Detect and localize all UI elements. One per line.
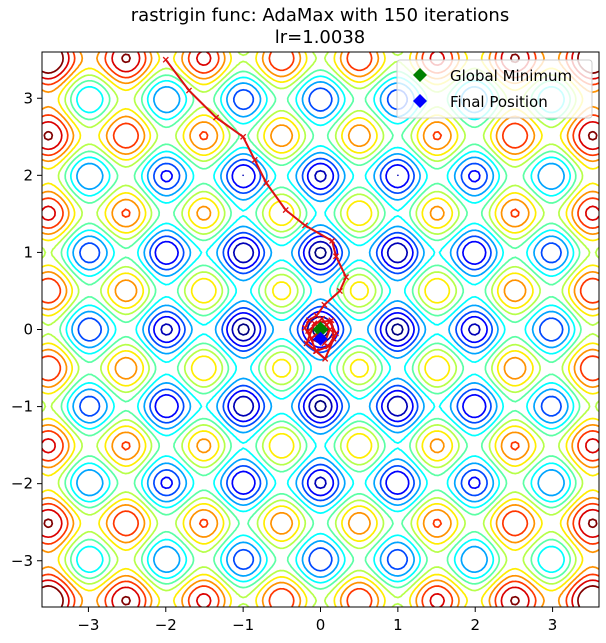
y-tick-label: −3: [11, 552, 33, 570]
optimizer-path-point: [282, 206, 289, 214]
optimizer-path-point: [318, 315, 326, 322]
x-tick-label: 2: [470, 616, 480, 634]
legend-global-minimum-label: Global Minimum: [450, 67, 572, 85]
x-tick-label: −2: [155, 616, 177, 634]
y-tick-label: 2: [23, 166, 33, 184]
optimizer-path-point: [263, 179, 270, 187]
optimizer-path-point: [311, 320, 318, 327]
legend: Global Minimum Final Position: [396, 59, 593, 119]
x-tick-label: 0: [316, 616, 326, 634]
legend-global-minimum-marker-icon: [413, 68, 427, 82]
optimizer-path-point: [332, 253, 340, 260]
final-position-marker: [313, 331, 328, 346]
optimizer-path-point: [313, 312, 320, 319]
chart-title-line1: rastrigin func: AdaMax with 150 iteratio…: [131, 5, 509, 26]
optimizer-path-point: [322, 355, 329, 362]
contour-level-6: [59, 69, 582, 590]
optimizer-path-point: [336, 287, 343, 295]
y-tick-label: −2: [11, 475, 33, 493]
optimizer-path-point: [308, 335, 315, 342]
optimizer-path-point: [185, 87, 193, 94]
contour-level-2: [153, 162, 488, 497]
optimizer-path-point: [321, 301, 328, 308]
contour-level-3: [77, 87, 564, 572]
optimizer-path-point: [301, 222, 309, 229]
optimizer-path-point: [312, 348, 319, 355]
optimizer-path-point: [329, 237, 336, 244]
optimizer-path-point: [303, 340, 310, 347]
optimizer-path-point: [251, 156, 258, 163]
x-tick-label: −3: [77, 616, 99, 634]
y-tick-label: 3: [23, 89, 33, 107]
contour-level-7: [42, 52, 599, 607]
optimizer-path-point: [326, 326, 333, 333]
optimizer-path-point: [305, 327, 312, 335]
chart-title-line2: lr=1.0038: [275, 27, 365, 48]
y-axis: −3 −2 −1 0 1 2 3: [11, 89, 42, 570]
x-tick-label: 3: [548, 616, 558, 634]
contour-level-4: [71, 81, 570, 578]
y-tick-label: 0: [23, 321, 33, 339]
optimizer-path-point: [162, 56, 169, 63]
optimizer-path-point: [240, 133, 247, 140]
optimizer-path-point: [213, 114, 220, 121]
marker-layer: [312, 321, 329, 346]
contour-level-5: [65, 75, 576, 584]
legend-box: [396, 59, 593, 119]
x-axis: −3 −2 −1 0 1 2 3: [77, 607, 557, 634]
y-tick-label: 1: [23, 243, 33, 261]
optimizer-path-point: [328, 317, 335, 324]
optimizer-path-point: [305, 317, 312, 324]
x-tick-label: 1: [393, 616, 403, 634]
optimizer-path-point: [342, 274, 350, 281]
x-tick-label: −1: [232, 616, 254, 634]
y-tick-label: −1: [11, 398, 33, 416]
global-minimum-marker: [312, 321, 329, 338]
optimizer-path-point: [330, 335, 337, 342]
legend-final-position-marker-icon: [413, 94, 427, 108]
legend-final-position-label: Final Position: [450, 93, 548, 111]
optimizer-path-point: [332, 330, 340, 337]
